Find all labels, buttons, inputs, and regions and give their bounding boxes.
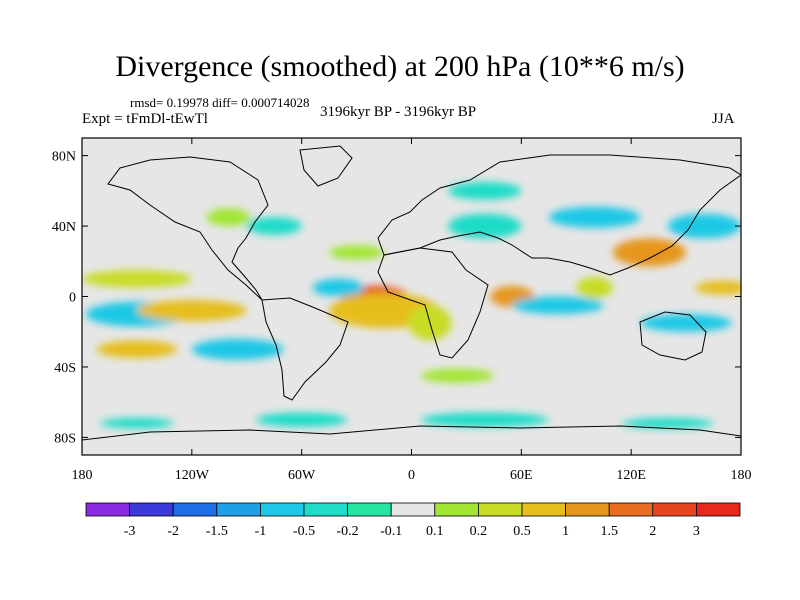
colorbar-label-0: -3 [124, 524, 136, 539]
anomaly-region-10 [512, 296, 604, 315]
coast-north-america [107, 156, 269, 301]
colorbar-swatch-3 [216, 502, 261, 517]
colorbar-swatch-8 [434, 502, 479, 517]
coastlines [82, 145, 741, 441]
anomaly-region-2 [312, 278, 364, 297]
anomaly-region-21 [255, 412, 348, 427]
colorbar-swatch-6 [347, 502, 392, 517]
anomaly-region-26 [695, 280, 741, 295]
colorbar-swatch-12 [608, 502, 654, 517]
season-label: JJA [712, 111, 735, 127]
colorbar-label-12: 2 [649, 524, 656, 539]
y-tick-label-0: 80N [52, 150, 76, 165]
anomaly-region-11 [640, 314, 732, 332]
anomaly-region-17 [206, 208, 251, 227]
anomaly-region-5 [82, 270, 192, 288]
colorbar-label-7: 0.1 [426, 524, 444, 539]
anomaly-region-4 [136, 300, 247, 322]
colorbar-label-11: 1.5 [600, 524, 618, 539]
colorbar-label-9: 0.5 [513, 524, 531, 539]
anomaly-region-7 [96, 340, 178, 359]
colorbar-swatch-14 [696, 502, 741, 517]
y-axis: 80N 40N 0 40S 80S [52, 150, 741, 446]
anomaly-region-23 [622, 418, 714, 429]
anomaly-region-12 [612, 238, 687, 267]
colorbar-swatch-9 [477, 502, 523, 517]
colorbar-label-1: -2 [167, 524, 179, 539]
coast-africa [377, 247, 489, 359]
y-tick-label-1: 40N [52, 220, 76, 235]
y-tick-label-2: 0 [69, 291, 76, 306]
x-axis: 180 120W 60W 0 60E 120E 180 [72, 138, 752, 483]
anomaly-region-16 [246, 217, 302, 235]
colorbar-swatch-10 [521, 502, 566, 517]
x-tick-label-2: 60W [288, 468, 316, 483]
coast-antarctica [82, 425, 741, 441]
anomaly-region-24 [576, 277, 613, 299]
x-tick-label-6: 180 [731, 468, 752, 483]
colorbar-label-5: -0.2 [337, 524, 359, 539]
colorbar-label-3: -1 [255, 524, 267, 539]
coast-south-america [261, 297, 349, 401]
colorbar-label-6: -0.1 [380, 524, 402, 539]
anomaly-region-6 [191, 338, 284, 360]
colorbar-swatch-4 [259, 502, 305, 517]
x-tick-label-4: 60E [510, 468, 533, 483]
colorbar-label-13: 3 [693, 524, 700, 539]
colorbar-swatch-0 [85, 502, 130, 517]
anomaly-region-18 [448, 182, 522, 200]
colorbar-swatch-7 [390, 502, 436, 517]
colorbar-label-8: 0.2 [470, 524, 488, 539]
y-tick-label-3: 40S [54, 361, 76, 376]
colorbar-label-10: 1 [562, 524, 569, 539]
coast-greenland [299, 145, 353, 187]
colorbar-swatch-13 [652, 502, 697, 517]
anomaly-region-22 [100, 418, 174, 429]
chart-title: Divergence (smoothed) at 200 hPa (10**6 … [115, 50, 685, 83]
anomaly-region-14 [448, 213, 522, 239]
x-tick-label-0: 180 [72, 468, 93, 483]
colorbar-swatch-1 [129, 502, 174, 517]
anomaly-region-20 [420, 412, 549, 427]
colorbar-swatch-11 [565, 502, 610, 517]
stats-text: rmsd= 0.19978 diff= 0.000714028 [130, 95, 310, 110]
x-tick-label-5: 120E [616, 468, 646, 483]
colorbar-swatch-2 [172, 502, 218, 517]
coast-australia [639, 311, 707, 361]
anomaly-region-19 [420, 368, 494, 383]
colorbar-swatch-5 [303, 502, 348, 517]
x-tick-label-3: 0 [408, 468, 415, 483]
experiment-label: Expt = tFmDl-tEwTl [82, 111, 208, 127]
y-tick-label-4: 80S [54, 431, 76, 446]
coast-eurasia [377, 154, 741, 276]
x-tick-label-1: 120W [175, 468, 210, 483]
colorbar-label-4: -0.5 [293, 524, 315, 539]
anomaly-region-13 [548, 206, 641, 228]
colorbar: -3 -2 -1.5 -1 -0.5 -0.2 -0.1 0.1 0.2 0.5 1 1.5 2 3 [85, 502, 741, 539]
period-label: 3196kyr BP - 3196kyr BP [320, 104, 477, 120]
anomaly-region-15 [667, 213, 741, 239]
anomaly-region-25 [329, 245, 385, 260]
colorbar-label-2: -1.5 [206, 524, 228, 539]
